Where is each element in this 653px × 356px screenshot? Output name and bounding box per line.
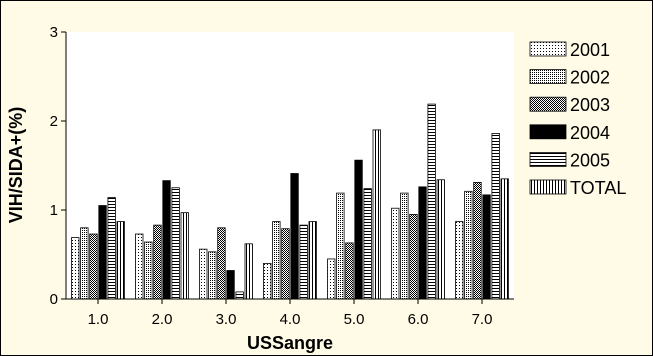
legend-label-2003: 2003 (570, 95, 610, 115)
bar-2004-7 (482, 194, 491, 300)
bar-2003-6 (409, 214, 418, 300)
y-tick-label: 0 (50, 291, 58, 308)
bar-total-7 (500, 178, 509, 300)
bar-2003-4 (281, 228, 290, 300)
legend-label-total: TOTAL (570, 178, 626, 198)
y-tick-label: 1 (50, 202, 58, 219)
y-tick-label: 3 (50, 24, 58, 41)
legend: 2001 2002 2003 2004 2005 TOTAL (529, 40, 626, 198)
bar-2001-7 (455, 221, 464, 300)
bar-2001-5 (327, 258, 336, 300)
bar-2003-2 (153, 224, 162, 300)
x-ticks-group: 1.0 2.0 3.0 4.0 5.0 6.0 7.0 (88, 299, 493, 328)
bar-2004-4 (290, 173, 299, 300)
bar-2004-2 (162, 180, 171, 300)
bar-2004-1 (98, 205, 107, 300)
legend-swatch-2003 (529, 96, 567, 112)
y-ticks-group: 0 1 2 3 (50, 24, 66, 308)
x-axis-title: USSangre (247, 333, 333, 353)
bar-2001-4 (263, 262, 272, 300)
bar-2003-1 (89, 233, 98, 300)
bar-2005-1 (107, 197, 116, 300)
legend-swatch-2005 (529, 151, 567, 167)
legend-label-2001: 2001 (570, 40, 610, 60)
bar-total-6 (436, 179, 445, 300)
bar-total-4 (308, 221, 317, 300)
x-tick-label: 7.0 (472, 311, 493, 328)
bar-total-1 (116, 221, 125, 300)
legend-label-2002: 2002 (570, 68, 610, 88)
bar-2004-5 (354, 159, 363, 300)
bar-2001-3 (199, 248, 208, 300)
bar-2004-6 (418, 186, 427, 300)
bar-2001-6 (391, 207, 400, 300)
legend-label-2005: 2005 (570, 150, 610, 170)
bars-group (71, 103, 509, 300)
x-tick-label: 4.0 (280, 311, 301, 328)
x-tick-label: 1.0 (88, 311, 109, 328)
bar-2001-2 (135, 233, 144, 300)
bar-2005-3 (235, 291, 244, 300)
bar-2005-5 (363, 188, 372, 300)
x-tick-label: 5.0 (344, 311, 365, 328)
legend-swatch-2002 (529, 69, 567, 84)
bar-2003-7 (473, 182, 482, 300)
bar-2001-1 (71, 237, 80, 300)
y-axis-title: VIH/SIDA+(%) (6, 107, 26, 224)
plot-area (66, 32, 514, 299)
bar-2002-1 (80, 227, 89, 300)
bar-2002-6 (400, 192, 409, 300)
bar-2002-7 (464, 190, 473, 300)
bar-2003-3 (217, 227, 226, 300)
bar-2005-6 (427, 103, 436, 300)
legend-label-2004: 2004 (570, 123, 610, 143)
y-tick-label: 2 (50, 113, 58, 130)
bar-total-3 (244, 243, 253, 300)
bar-2005-4 (299, 224, 308, 300)
legend-swatch-total (529, 179, 567, 195)
bar-2002-4 (272, 221, 281, 300)
legend-swatch-2004 (529, 124, 567, 140)
bar-total-2 (180, 212, 189, 300)
bar-2005-2 (171, 187, 180, 300)
legend-swatch-2001 (529, 41, 567, 57)
x-tick-label: 3.0 (216, 311, 237, 328)
bar-2002-3 (208, 251, 217, 300)
x-tick-label: 2.0 (152, 311, 173, 328)
bar-2005-7 (491, 133, 500, 300)
x-tick-label: 6.0 (408, 311, 429, 328)
bar-2003-5 (345, 242, 354, 300)
bar-2002-2 (144, 241, 153, 300)
bar-2004-3 (226, 270, 235, 300)
bar-total-5 (372, 129, 381, 300)
bar-2002-5 (336, 192, 345, 300)
